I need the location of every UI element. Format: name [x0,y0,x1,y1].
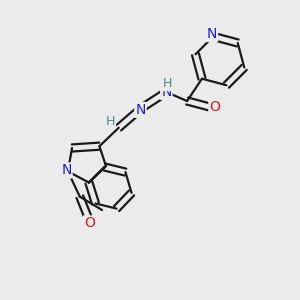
Text: N: N [207,27,217,41]
Text: N: N [61,164,72,178]
Text: O: O [209,100,220,114]
Text: N: N [135,103,146,117]
Text: N: N [161,85,172,99]
Text: H: H [163,77,172,90]
Text: O: O [84,216,95,230]
Text: H: H [106,115,115,128]
